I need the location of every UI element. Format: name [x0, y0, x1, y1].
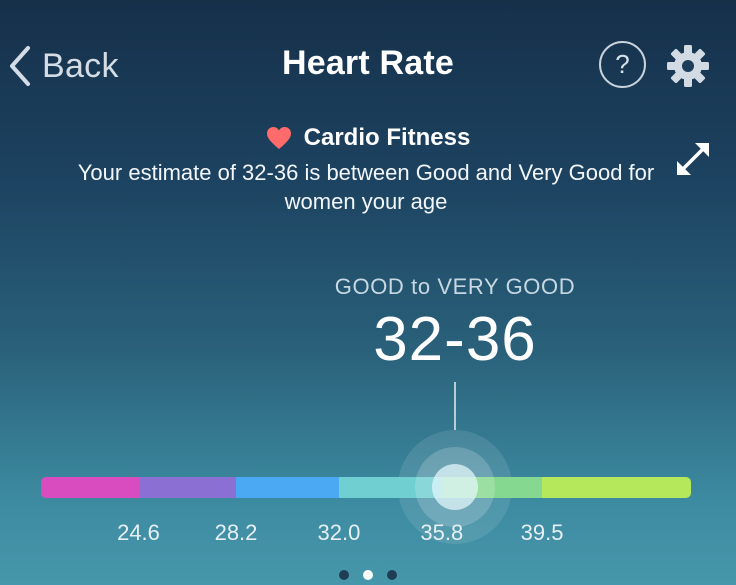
fitness-scale-bar: [41, 477, 691, 498]
scale-marker: [432, 464, 478, 510]
gear-icon[interactable]: [664, 42, 712, 90]
scale-segment-2: [138, 477, 236, 498]
scale-tick-label: 28.2: [214, 520, 258, 545]
scale-tick-label: 24.6: [117, 520, 160, 545]
scale-tick-label: 32.0: [317, 520, 361, 545]
scale-segment-6: [542, 477, 691, 498]
page-dot[interactable]: [339, 570, 349, 580]
section-title: Cardio Fitness: [303, 124, 471, 151]
back-button[interactable]: Back: [8, 42, 119, 90]
cardio-fitness-header: Cardio Fitness: [0, 124, 736, 152]
scale-segment-1: [41, 477, 139, 498]
fitness-description: Your estimate of 32-36 is between Good a…: [77, 160, 655, 214]
page-dot[interactable]: [387, 570, 397, 580]
scale-tick-label: 35.8: [420, 520, 464, 545]
fitness-value: 32-36: [373, 305, 537, 374]
back-label: Back: [42, 46, 119, 85]
heart-icon: [266, 127, 291, 149]
scale-segment-4: [338, 477, 442, 498]
scale-tick-label: 39.5: [520, 520, 564, 545]
expand-icon[interactable]: [674, 140, 712, 178]
fitness-rating: GOOD to VERY GOOD: [334, 274, 576, 299]
page-title: Heart Rate: [281, 44, 455, 82]
help-button[interactable]: ?: [599, 41, 646, 88]
page-dot[interactable]: [363, 570, 373, 580]
page-indicator[interactable]: [0, 570, 736, 580]
marker-pointer: [454, 382, 456, 430]
scale-segment-3: [236, 477, 339, 498]
chevron-left-icon: [10, 46, 30, 86]
